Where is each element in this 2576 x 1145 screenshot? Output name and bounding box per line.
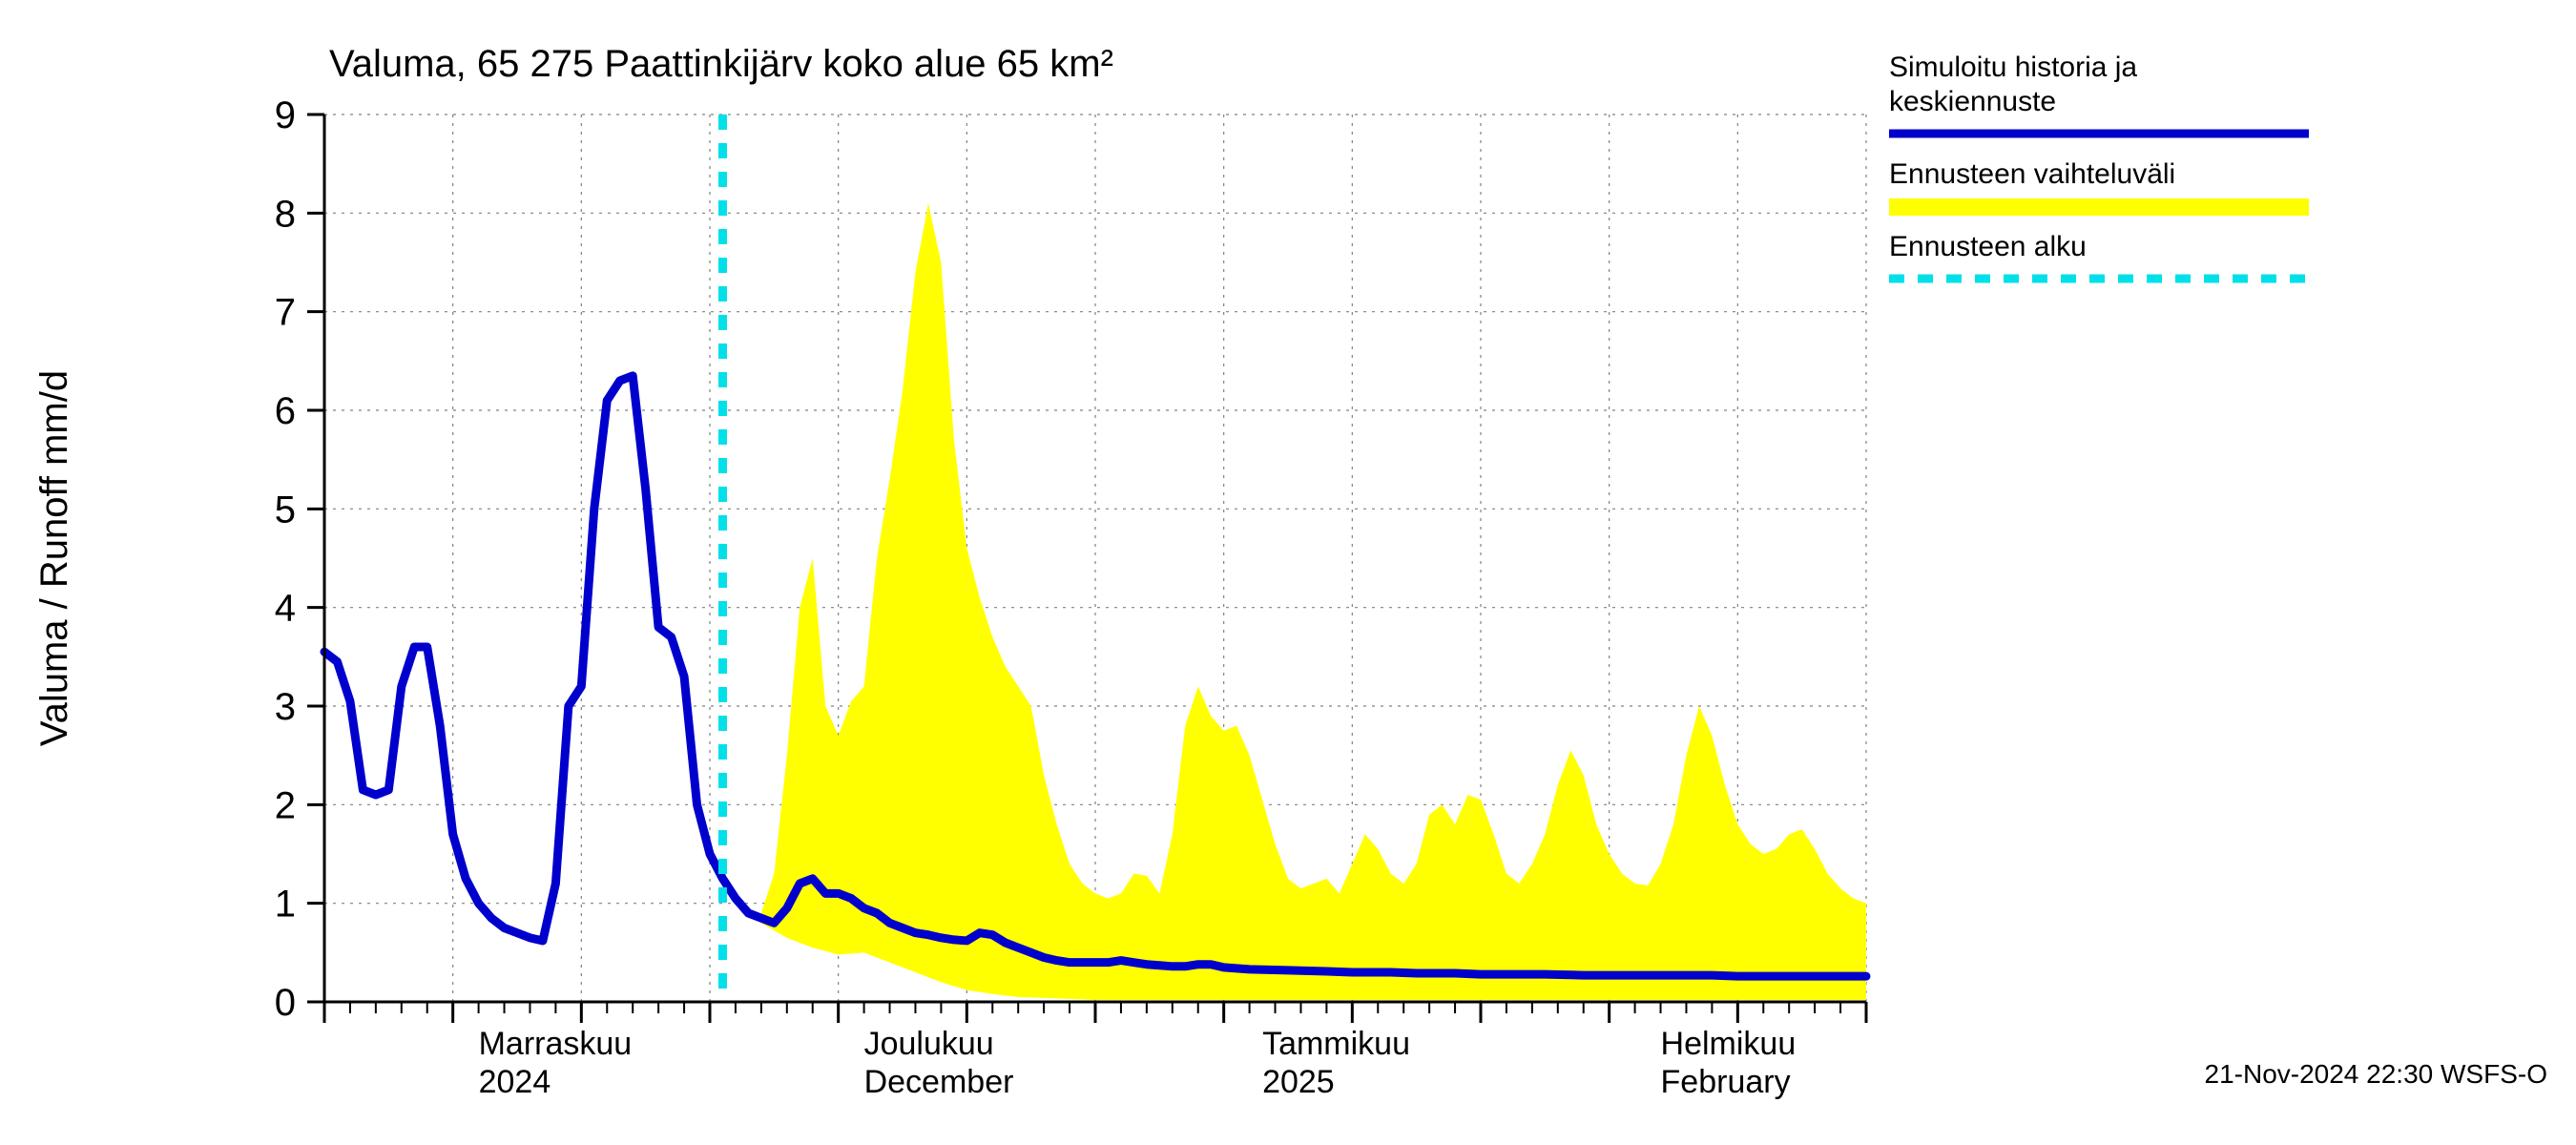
- svg-text:Tammikuu: Tammikuu: [1262, 1026, 1410, 1062]
- svg-text:9: 9: [275, 94, 296, 136]
- svg-text:5: 5: [275, 489, 296, 531]
- svg-text:7: 7: [275, 292, 296, 334]
- svg-text:8: 8: [275, 193, 296, 235]
- svg-text:Ennusteen vaihteluväli: Ennusteen vaihteluväli: [1889, 158, 2175, 190]
- svg-text:December: December: [864, 1064, 1014, 1100]
- svg-text:Valuma / Runoff mm/d: Valuma / Runoff mm/d: [33, 370, 75, 746]
- svg-text:6: 6: [275, 390, 296, 432]
- svg-text:0: 0: [275, 982, 296, 1024]
- svg-text:2: 2: [275, 784, 296, 826]
- svg-text:Marraskuu: Marraskuu: [479, 1026, 633, 1062]
- svg-text:keskiennuste: keskiennuste: [1889, 86, 2056, 117]
- svg-text:Valuma, 65 275 Paattinkijärv k: Valuma, 65 275 Paattinkijärv koko alue 6…: [329, 43, 1113, 85]
- svg-text:Helmikuu: Helmikuu: [1661, 1026, 1797, 1062]
- svg-text:4: 4: [275, 588, 296, 630]
- svg-text:Simuloitu historia ja: Simuloitu historia ja: [1889, 52, 2137, 83]
- svg-text:Joulukuu: Joulukuu: [864, 1026, 994, 1062]
- svg-text:2025: 2025: [1262, 1064, 1335, 1100]
- svg-text:21-Nov-2024 22:30 WSFS-O: 21-Nov-2024 22:30 WSFS-O: [2205, 1059, 2548, 1089]
- svg-text:1: 1: [275, 884, 296, 926]
- runoff-chart: 0 1 2 3 4 5 6 7 8 9 Marraskuu2024 JoulukuuDecember T…: [0, 0, 2576, 1145]
- svg-text:Ennusteen alku: Ennusteen alku: [1889, 231, 2087, 262]
- svg-text:February: February: [1661, 1064, 1791, 1100]
- svg-text:2024: 2024: [479, 1064, 551, 1100]
- chart-svg: 0 1 2 3 4 5 6 7 8 9 Marraskuu2024 JoulukuuDecember T…: [0, 0, 2576, 1145]
- svg-text:3: 3: [275, 686, 296, 728]
